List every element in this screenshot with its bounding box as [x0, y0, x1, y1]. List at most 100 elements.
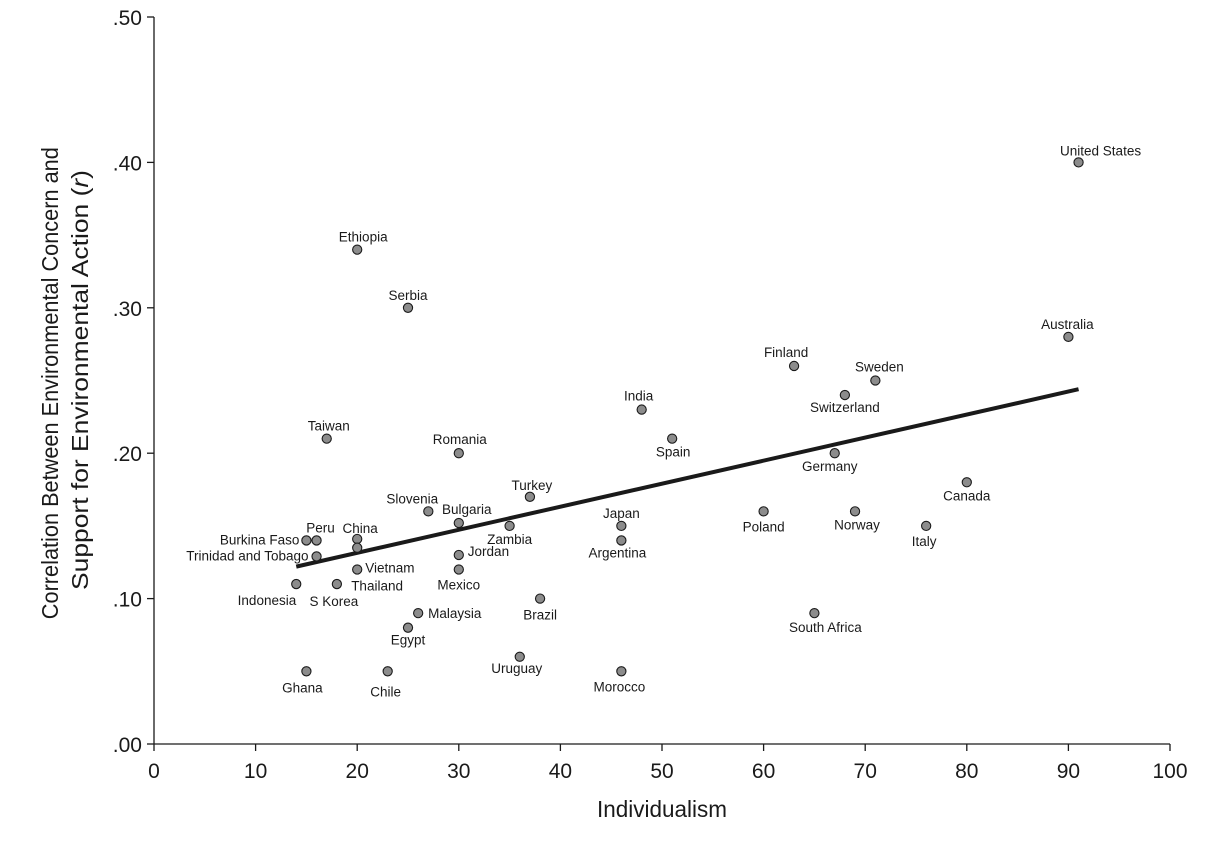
- y-axis-title-r-symbol: r: [67, 177, 93, 187]
- point-india: [636, 404, 647, 415]
- point-uruguay: [514, 651, 525, 662]
- point-australia: [1063, 331, 1074, 343]
- point-slovenia: [423, 506, 434, 517]
- y-tick-label: .30: [113, 298, 142, 321]
- x-axis-title: Individualism: [597, 796, 727, 822]
- y-axis-title-line-1: Correlation Between Environmental Concer…: [37, 147, 63, 619]
- label-romania: Romania: [433, 432, 488, 447]
- point-finland: [788, 360, 800, 372]
- label-italy: Italy: [912, 534, 937, 549]
- label-germany: Germany: [802, 459, 858, 474]
- point-spain: [667, 433, 678, 444]
- label-serbia: Serbia: [388, 288, 428, 303]
- point-egypt: [402, 622, 414, 633]
- x-tick-label: 100: [1152, 760, 1187, 783]
- point-malaysia: [413, 607, 424, 619]
- point-poland: [758, 506, 769, 517]
- x-tick-label: 50: [650, 760, 673, 783]
- point-sweden: [870, 375, 881, 386]
- label-chile: Chile: [370, 684, 401, 699]
- point-morocco: [616, 666, 627, 677]
- point-argentina: [616, 535, 627, 546]
- label-south-africa: South Africa: [789, 620, 862, 635]
- label-taiwan: Taiwan: [308, 419, 350, 434]
- point-indonesia: [291, 578, 302, 590]
- point-norway: [849, 506, 861, 517]
- point-zambia: [504, 520, 515, 532]
- label-morocco: Morocco: [593, 679, 645, 694]
- label-canada: Canada: [943, 488, 991, 503]
- x-tick-label: 70: [854, 760, 877, 783]
- point-italy: [921, 520, 932, 532]
- label-finland: Finland: [764, 345, 808, 360]
- x-tick-label: 80: [955, 760, 978, 783]
- trendline: [295, 387, 1080, 569]
- label-malaysia: Malaysia: [428, 606, 482, 621]
- label-trinidad-and-tobago: Trinidad and Tobago: [186, 548, 308, 563]
- label-spain: Spain: [656, 445, 691, 460]
- y-axis-title-line-2-text: Support for Environmental Action (: [67, 187, 93, 590]
- label-argentina: Argentina: [588, 545, 646, 560]
- point-chile: [382, 666, 393, 677]
- x-tick-label: 0: [148, 760, 160, 783]
- y-axis-title-line-2: Support for Environmental Action (r): [67, 170, 93, 590]
- y-tick-label: .00: [113, 734, 142, 757]
- label-peru: Peru: [306, 520, 335, 535]
- point-germany: [829, 448, 840, 459]
- label-switzerland: Switzerland: [810, 400, 880, 415]
- label-thailand: Thailand: [351, 579, 403, 594]
- x-tick-label: 60: [752, 760, 775, 783]
- label-indonesia: Indonesia: [238, 593, 297, 608]
- point-ghana: [301, 666, 312, 677]
- point-jordan: [453, 549, 464, 561]
- point-serbia: [402, 302, 414, 313]
- x-ticks-group: 0 10 20 30 40 50 60 70 80 90 100: [148, 744, 1188, 783]
- point-thailand: [352, 564, 363, 575]
- label-china: China: [343, 521, 379, 536]
- trendline-group: [295, 387, 1080, 569]
- y-axis-title: Correlation Between Environmental Concer…: [37, 141, 93, 619]
- point-brazil: [534, 593, 546, 604]
- point-south-africa: [809, 607, 820, 619]
- axes-group: [153, 17, 1170, 745]
- point-bulgaria: [453, 517, 464, 529]
- label-poland: Poland: [743, 519, 785, 534]
- point-burkina-faso: [301, 535, 312, 546]
- label-australia: Australia: [1041, 317, 1094, 332]
- point-ethiopia: [352, 244, 363, 255]
- point-romania: [453, 448, 464, 459]
- point-japan: [616, 520, 627, 532]
- y-tick-label: .50: [113, 7, 142, 30]
- points-group: [291, 157, 1084, 677]
- label-ghana: Ghana: [282, 680, 323, 695]
- label-vietnam: Vietnam: [365, 561, 414, 576]
- label-egypt: Egypt: [391, 633, 426, 648]
- y-ticks-group: .00 .10 .20 .30 .40 .50: [113, 7, 154, 757]
- x-tick-label: 40: [549, 760, 572, 783]
- label-india: India: [624, 389, 654, 404]
- label-jordan: Jordan: [468, 544, 509, 559]
- y-tick-label: .10: [113, 589, 142, 612]
- label-sweden: Sweden: [855, 360, 904, 375]
- label-united-states: United States: [1060, 143, 1141, 158]
- point-trinidad-and-tobago: [311, 551, 322, 562]
- point-peru: [311, 535, 322, 546]
- label-mexico: Mexico: [437, 578, 480, 593]
- x-tick-label: 30: [447, 760, 470, 783]
- label-brazil: Brazil: [523, 608, 557, 623]
- label-uruguay: Uruguay: [491, 661, 542, 676]
- label-turkey: Turkey: [512, 478, 553, 493]
- point-s-korea: [331, 578, 343, 590]
- label-s-korea: S Korea: [309, 594, 358, 609]
- label-bulgaria: Bulgaria: [442, 502, 492, 517]
- label-japan: Japan: [603, 506, 640, 521]
- label-zambia: Zambia: [487, 532, 533, 547]
- label-slovenia: Slovenia: [386, 491, 438, 506]
- point-switzerland: [839, 389, 851, 401]
- point-turkey: [524, 491, 536, 502]
- point-labels-group: United States Ethiopia Serbia Australia Finl…: [186, 143, 1141, 699]
- x-tick-label: 10: [244, 760, 267, 783]
- y-tick-label: .20: [113, 443, 142, 466]
- label-burkina-faso: Burkina Faso: [220, 532, 300, 547]
